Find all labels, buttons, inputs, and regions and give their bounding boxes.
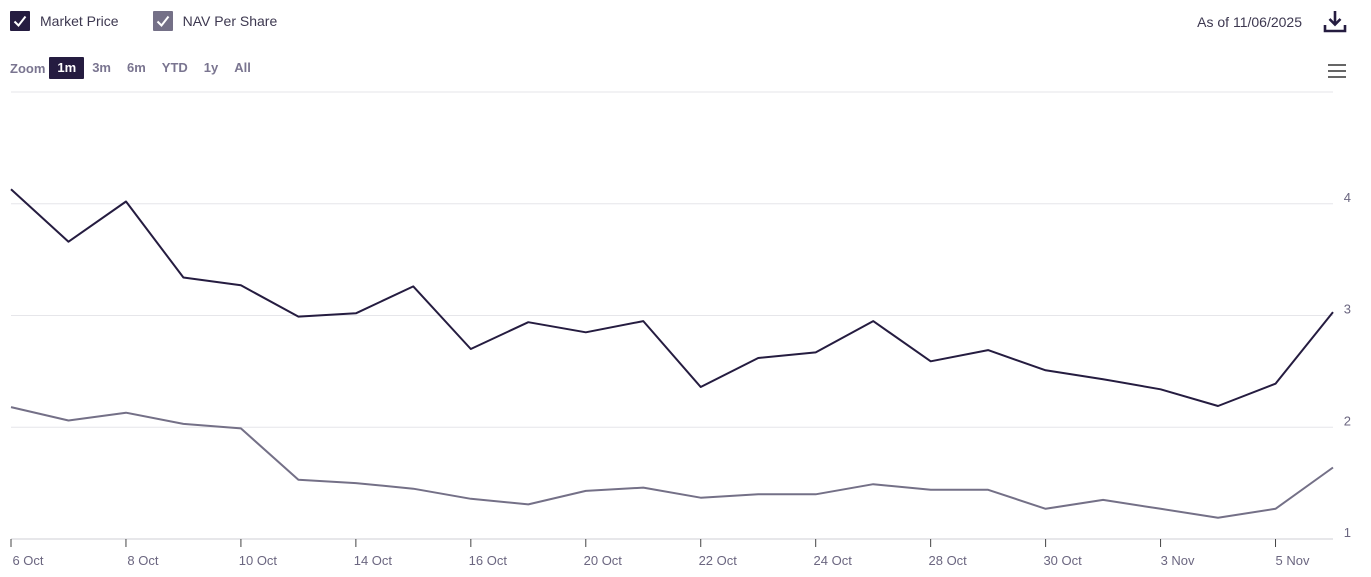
zoom-button-all[interactable]: All	[234, 60, 251, 75]
legend-item-nav-per-share[interactable]: NAV Per Share	[152, 11, 278, 31]
x-tick-label: 8 Oct	[127, 553, 158, 568]
nav-per-share-line	[10, 406, 1334, 519]
zoom-button-3m[interactable]: 3m	[92, 60, 111, 75]
x-tick-label: 14 Oct	[354, 553, 393, 568]
legend: Market Price NAV Per Share	[10, 11, 277, 31]
x-tick-label: 24 Oct	[814, 553, 853, 568]
x-tick-label: 28 Oct	[929, 553, 968, 568]
x-tick-label: 10 Oct	[239, 553, 278, 568]
legend-label-nav-per-share: NAV Per Share	[182, 13, 278, 29]
checkbox-market-price-icon[interactable]	[10, 11, 30, 31]
y-tick-label: 3	[1344, 302, 1351, 317]
zoom-button-6m[interactable]: 6m	[126, 60, 146, 75]
y-tick-label: 4	[1344, 190, 1351, 205]
y-tick-label: 1	[1344, 525, 1351, 540]
y-tick-label: 2	[1344, 413, 1351, 428]
x-tick-label: 16 Oct	[469, 553, 508, 568]
x-tick-label: 30 Oct	[1043, 553, 1082, 568]
x-tick-label: 22 Oct	[699, 553, 738, 568]
legend-label-market-price: Market Price	[40, 13, 119, 29]
x-tick-label: 3 Nov	[1161, 553, 1195, 568]
zoom-button-1m[interactable]: 1m	[49, 57, 85, 79]
x-tick-label: 5 Nov	[1276, 553, 1310, 568]
x-tick-label: 6 Oct	[12, 553, 43, 568]
zoom-button-1y[interactable]: 1y	[203, 60, 219, 75]
x-tick-label: 20 Oct	[584, 553, 623, 568]
legend-item-market-price[interactable]: Market Price	[10, 11, 119, 31]
market-price-line	[10, 188, 1334, 407]
zoom-bar: Zoom 1m 3m 6m YTD 1y All	[10, 57, 259, 79]
download-icon[interactable]	[1323, 10, 1347, 34]
as-of-date: As of 11/06/2025	[1197, 14, 1302, 30]
checkbox-nav-per-share-icon[interactable]	[152, 11, 173, 31]
zoom-button-ytd[interactable]: YTD	[161, 60, 188, 75]
zoom-label: Zoom	[10, 60, 46, 76]
hamburger-menu-icon[interactable]	[1328, 64, 1346, 78]
